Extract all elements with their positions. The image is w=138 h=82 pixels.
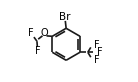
Text: F: F: [94, 40, 100, 50]
Text: O: O: [41, 28, 48, 38]
Text: Br: Br: [59, 12, 71, 22]
Text: F: F: [34, 46, 40, 56]
Text: F: F: [97, 47, 102, 57]
Text: F: F: [28, 28, 34, 38]
Text: F: F: [94, 55, 100, 65]
